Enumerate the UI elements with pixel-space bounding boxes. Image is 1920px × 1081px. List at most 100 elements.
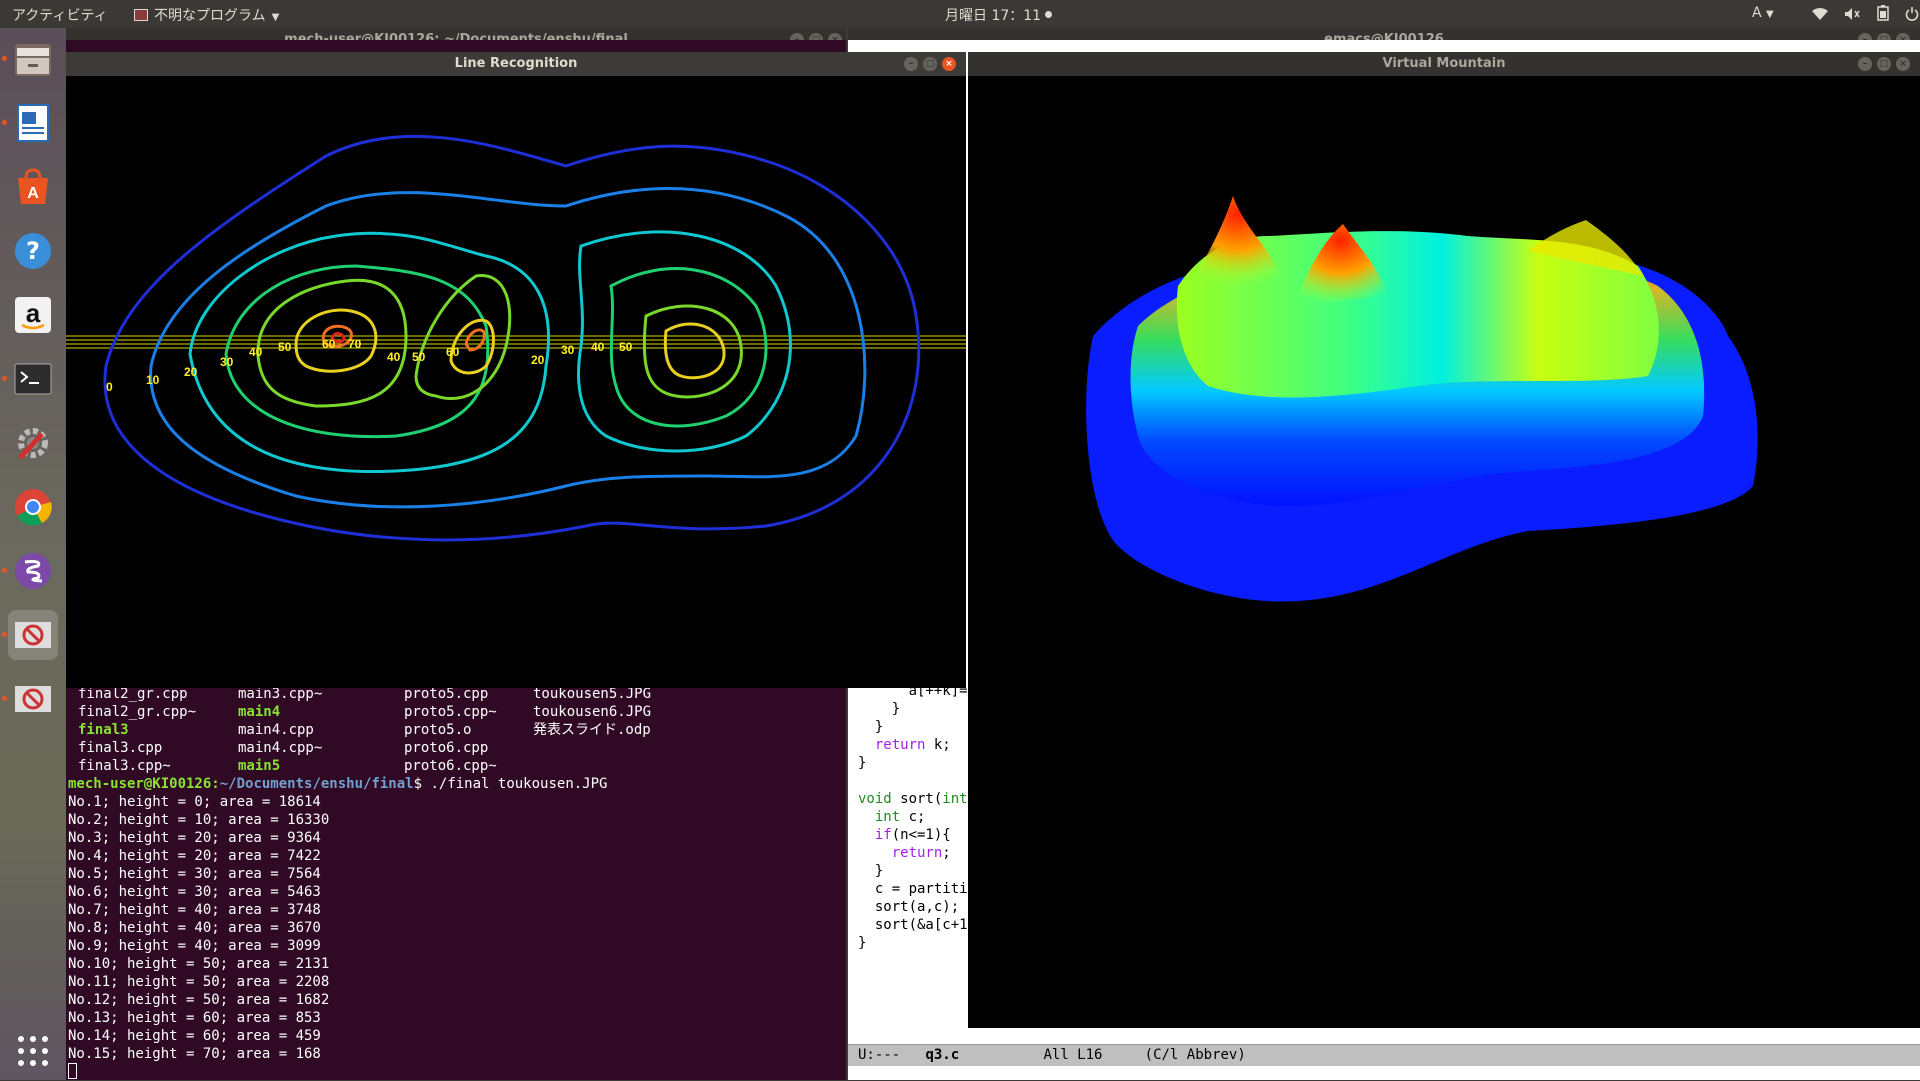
emacs-buffer[interactable]: a[++k]= } } return k;} void sort(int int … [858,682,968,952]
code-line[interactable]: int c; [874,809,926,825]
terminal-launcher[interactable] [2,354,58,404]
listing-item: final3.cpp~ [78,758,171,774]
listing-row: final2_gr.cpp~ main4 proto5.cpp~ toukousen6… [68,703,651,721]
launcher: A ? a [0,28,66,1080]
running-indicator [2,376,7,381]
output-line: No.8; height = 40; area = 3670 [68,920,321,936]
system-settings-launcher[interactable] [8,418,58,468]
code-line[interactable]: sort(&a[c+1 [858,917,968,933]
code-line[interactable]: sort(a,c); [858,899,960,915]
output-line: No.4; height = 20; area = 7422 [68,848,321,864]
terminal-output: final2_gr.cpp main3.cpp~ proto5.cpp toukous… [68,685,651,1081]
output-line: No.12; height = 50; area = 1682 [68,992,330,1008]
listing-item: final2_gr.cpp~ [78,704,197,720]
prompt-path: ~/Documents/enshu/final [219,776,414,792]
line-recognition-title: Line Recognition [454,56,578,71]
amazon-launcher[interactable]: a [8,290,58,340]
peak-60 [1293,224,1388,306]
code-line[interactable]: if(n<=1){ [874,827,951,843]
virtual-mountain-titlebar[interactable]: Virtual Mountain – □ × [968,52,1920,76]
code-line[interactable]: } [858,935,867,951]
contour-label: 0 [106,380,113,394]
code-line[interactable]: } [858,755,867,771]
modeline-state: U:--- [858,1047,901,1063]
output-line: No.2; height = 10; area = 16330 [68,812,330,828]
writer-launcher[interactable] [2,98,58,148]
modeline-buffer: q3.c [925,1047,960,1063]
contour-60a [321,324,353,348]
code-line[interactable]: } [858,719,884,735]
output-line: No.15; height = 70; area = 168 [68,1046,321,1062]
contour-labels: 0 10 20 30 40 50 60 70 40 50 60 20 30 40 50 [106,337,633,394]
contour-label: 60 [322,337,336,351]
clock[interactable]: 月曜日 17：11 [945,5,1053,25]
unknown-app-icon [15,622,51,648]
input-method-indicator[interactable]: A ▼ [1752,5,1774,21]
top-panel: アクティビティ 不明なプログラム ▼ 月曜日 17：11 A ▼ ▼ [0,0,1920,28]
contour-label: 10 [146,373,160,387]
software-center-launcher[interactable]: A [8,162,58,212]
contour-70 [330,332,346,344]
listing-item: main4.cpp [238,722,314,738]
activities-button[interactable]: アクティビティ [12,8,108,24]
listing-item: final3.cpp [78,740,163,756]
contour-label: 40 [591,340,605,354]
close-button[interactable]: × [1896,57,1910,71]
virtual-mountain-canvas[interactable] [968,76,1920,1028]
contour-0 [103,134,921,542]
chrome-launcher[interactable] [8,482,58,532]
contour-40a [256,278,408,408]
emacs-launcher[interactable] [2,546,58,596]
unknown-app-launcher-2[interactable] [2,674,58,724]
svg-text:A: A [27,185,39,202]
app-menu[interactable]: 不明なプログラム ▼ [134,5,279,25]
unknown-app-launcher[interactable] [2,610,58,660]
code-line[interactable]: void sort(int [858,791,968,807]
code-line[interactable]: } [858,701,901,717]
help-launcher[interactable]: ? [8,226,58,276]
close-button[interactable]: × [942,57,956,71]
code-line[interactable] [858,772,968,790]
contour-label: 50 [412,350,426,364]
output-line: No.5; height = 30; area = 7564 [68,866,321,882]
unknown-app-icon-2 [15,686,51,712]
mountain-render [1086,196,1758,602]
output-line: No.7; height = 40; area = 3748 [68,902,321,918]
show-apps-button[interactable] [8,1026,58,1076]
files-launcher[interactable] [2,34,58,84]
status-icons[interactable]: ▼ [1812,5,1920,25]
contour-30a [224,264,490,439]
output-line: No.14; height = 60; area = 459 [68,1028,321,1044]
wifi-icon[interactable] [1812,8,1832,25]
contour-plot: 0 10 20 30 40 50 60 70 40 50 60 20 30 40 50 [66,134,966,542]
code-line[interactable]: return; [891,845,951,861]
minimize-button[interactable]: – [904,57,918,71]
contour-label: 30 [561,343,575,357]
maximize-button[interactable]: □ [923,57,937,71]
listing-row: final3 main4.cpp proto5.o 発表スライド.odp [68,721,651,739]
code-line[interactable]: c = partiti [858,881,968,897]
listing-row: final2_gr.cpp main3.cpp~ proto5.cpp toukous… [68,685,651,703]
chevron-down-icon: ▼ [1766,9,1774,20]
svg-text:a: a [26,298,41,328]
listing-item: proto6.cpp [404,740,489,756]
minimize-button[interactable]: – [1858,57,1872,71]
line-recognition-titlebar[interactable]: Line Recognition – □ × [66,52,966,76]
code-line[interactable]: return k; [874,737,951,753]
maximize-button[interactable]: □ [1877,57,1891,71]
code-line[interactable]: } [858,863,884,879]
listing-item: main4 [238,704,281,720]
clock-label: 月曜日 17：11 [945,8,1042,24]
input-method-label: A [1752,5,1762,21]
output-line: No.3; height = 20; area = 9364 [68,830,321,846]
power-icon[interactable]: ▼ [1905,7,1920,25]
listing-row: final3.cpp main4.cpp~ proto6.cpp [68,739,607,757]
listing-item: proto5.cpp~ [404,704,497,720]
system-settings-icon [18,428,48,460]
listing-item: main4.cpp~ [238,740,323,756]
contour-50c [663,322,726,380]
battery-icon[interactable] [1877,5,1893,25]
line-recognition-canvas[interactable]: 0 10 20 30 40 50 60 70 40 50 60 20 30 40 50 [66,76,966,688]
volume-icon[interactable] [1844,8,1864,25]
output-line: No.10; height = 50; area = 2131 [68,956,330,972]
